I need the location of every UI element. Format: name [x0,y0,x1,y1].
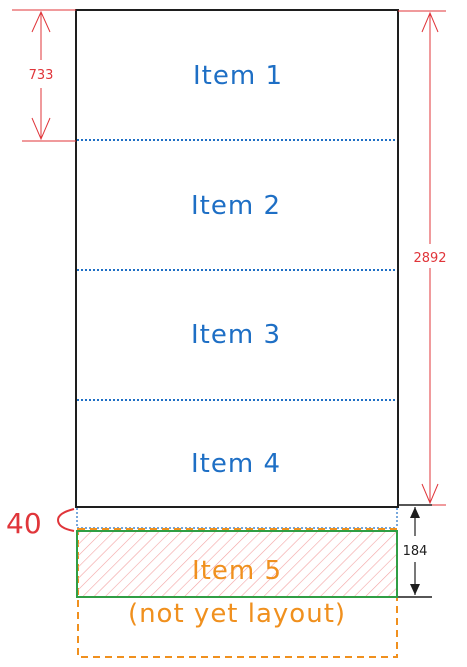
item-height-label: 733 [29,68,54,83]
gap-brace [56,508,75,532]
item-label-3: Item 3 [191,320,281,350]
item-height-dimension: 733 [12,9,76,142]
pending-item-note: (not yet layout) [128,599,346,629]
pending-item: Item 5 (not yet layout) [76,528,398,658]
gap-label: 40 [6,507,42,540]
container-frame [75,9,399,508]
item-label-4: Item 4 [191,449,281,479]
item-label-1: Item 1 [193,61,283,91]
total-height-label: 2892 [413,251,446,266]
item-container: Item 1 Item 2 Item 3 Item 4 [75,9,399,508]
item-label-2: Item 2 [191,191,281,221]
pending-height-dimension: 184 [398,504,432,598]
gap-region [76,508,398,529]
gap-annotation: 40 [6,507,75,540]
pending-item-label: Item 5 [192,556,282,586]
pending-item-box [76,530,398,598]
total-height-dimension: 2892 [398,10,447,506]
pending-height-label: 184 [403,544,428,559]
